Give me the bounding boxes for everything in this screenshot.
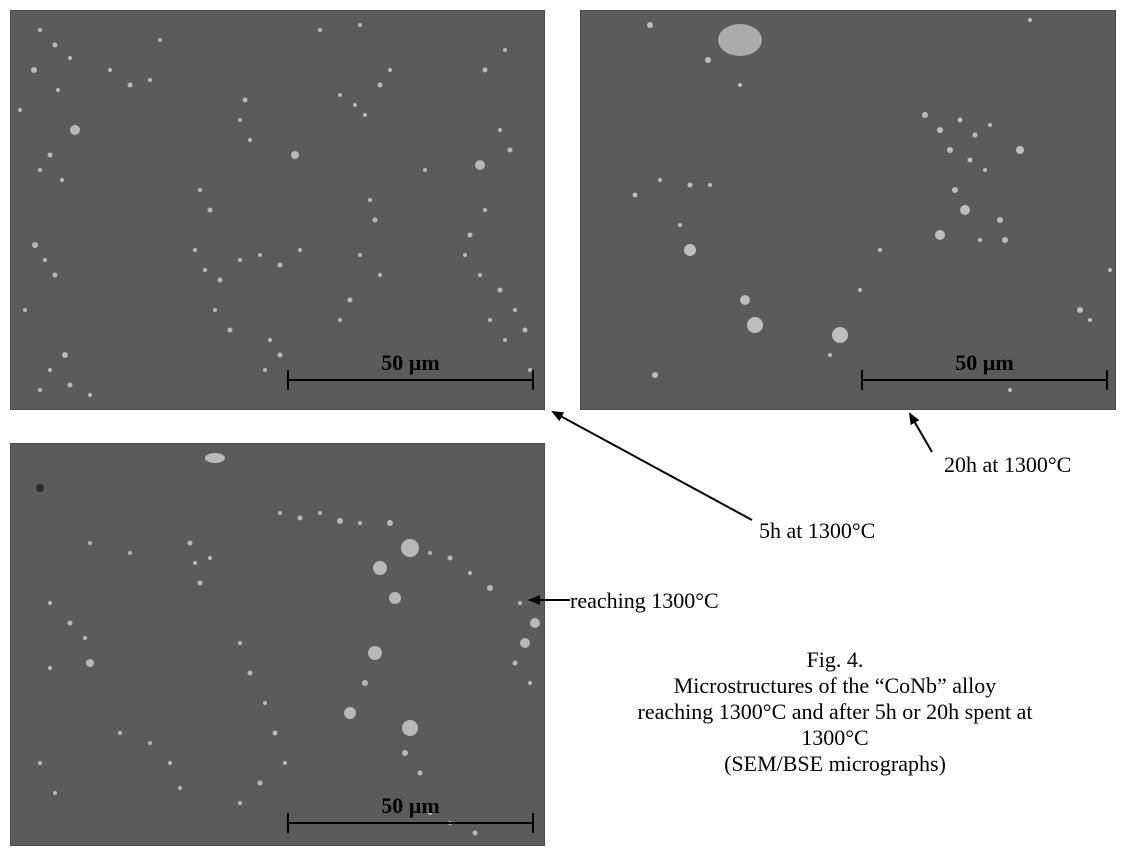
micrograph-reaching: 50 µm bbox=[10, 443, 545, 846]
scale-bar-tick-left bbox=[861, 370, 863, 390]
caption-line-4: (SEM/BSE micrographs) bbox=[724, 751, 946, 776]
figure-caption: Fig. 4. Microstructures of the “CoNb” al… bbox=[570, 647, 1100, 777]
micrograph-20h: 50 µm bbox=[580, 10, 1116, 410]
arrow-5h bbox=[551, 411, 753, 521]
scale-bar-line bbox=[861, 379, 1108, 381]
arrow-20h bbox=[908, 412, 933, 453]
scale-bar-label: 50 µm bbox=[955, 350, 1014, 375]
scale-bar-line bbox=[287, 822, 534, 824]
micrograph-5h-texture bbox=[18, 23, 532, 397]
annotation-label-20h: 20h at 1300°C bbox=[944, 452, 1072, 477]
micrograph-5h: 50 µm bbox=[10, 10, 545, 410]
scale-bar-tick-left bbox=[287, 813, 289, 833]
caption-line-1: Microstructures of the “CoNb” alloy bbox=[673, 673, 997, 698]
caption-line-3: 1300°C bbox=[801, 725, 869, 750]
scale-bar-label: 50 µm bbox=[381, 793, 440, 818]
scale-bar-tick-right bbox=[1106, 370, 1108, 390]
caption-line-2: reaching 1300°C and after 5h or 20h spen… bbox=[637, 699, 1033, 724]
scale-bar-20h: 50 µm bbox=[861, 351, 1108, 391]
annotation-label-reaching: reaching 1300°C bbox=[570, 588, 719, 613]
scale-bar-line bbox=[287, 379, 534, 381]
scale-bar-5h: 50 µm bbox=[287, 351, 534, 391]
scale-bar-reaching: 50 µm bbox=[287, 794, 534, 834]
annotation-label-5h: 5h at 1300°C bbox=[759, 518, 876, 543]
scale-bar-tick-left bbox=[287, 370, 289, 390]
scale-bar-tick-right bbox=[532, 813, 534, 833]
scale-bar-tick-right bbox=[532, 370, 534, 390]
micrograph-20h-texture bbox=[632, 18, 1112, 392]
micrograph-reaching-texture bbox=[36, 453, 540, 836]
scale-bar-label: 50 µm bbox=[381, 350, 440, 375]
caption-fig-number: Fig. 4. bbox=[806, 647, 864, 672]
